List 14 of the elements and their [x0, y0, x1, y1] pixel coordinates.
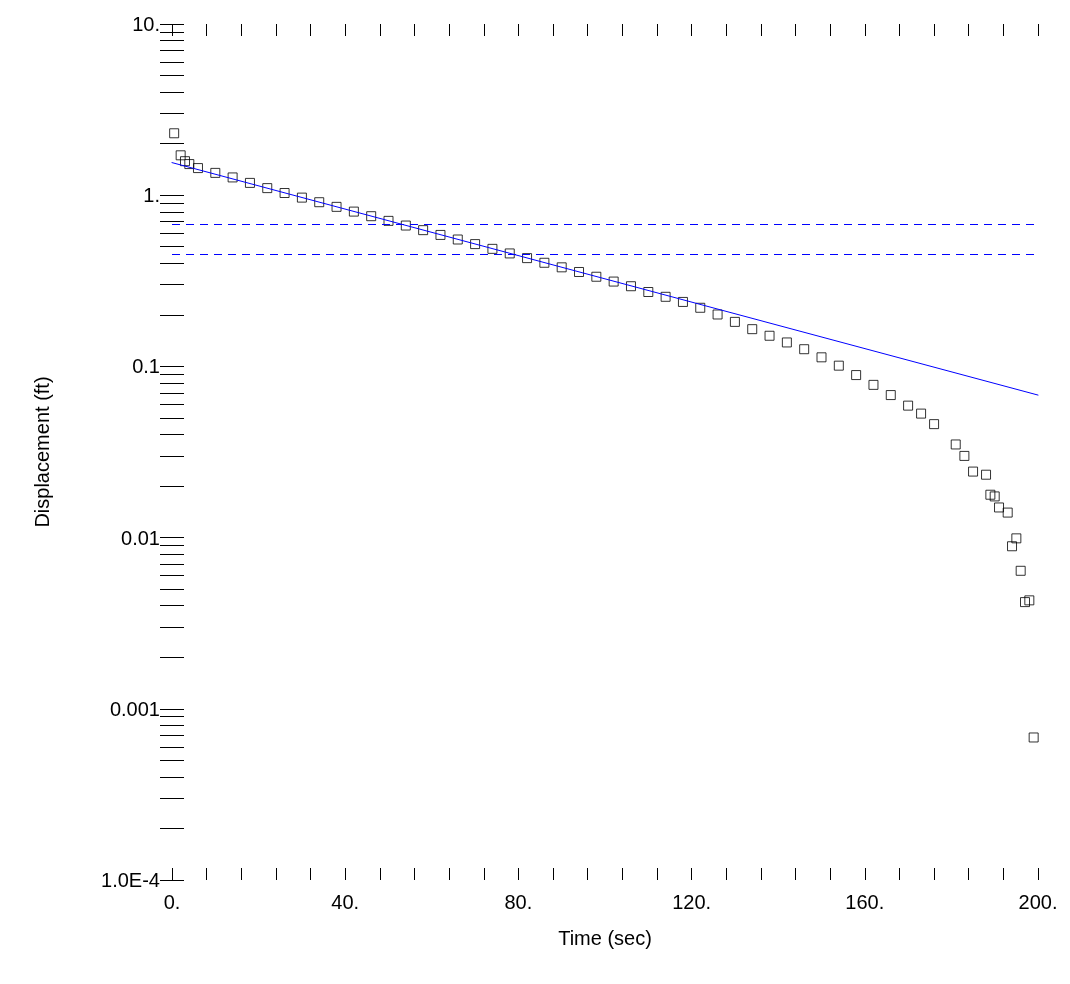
x-tick-label: 120.: [672, 891, 712, 913]
y-tick-label: 0.1: [132, 355, 160, 378]
y-tick-label: 1.0E-4: [101, 869, 160, 891]
x-tick-label: 160.: [845, 891, 885, 913]
x-axis-title: Time (sec): [558, 927, 652, 949]
x-tick-label: 80.: [504, 891, 533, 913]
x-tick-label: 40.: [331, 891, 360, 913]
y-tick-label: 0.01: [121, 526, 160, 549]
y-tick-label: 1.: [143, 184, 160, 207]
y-tick-label: 0.001: [109, 697, 160, 720]
y-axis-title: Displacement (ft): [31, 376, 53, 528]
x-tick-label: 200.: [1018, 891, 1058, 913]
x-tick-label: 0.: [163, 891, 181, 913]
y-tick-label: 10.: [132, 13, 160, 35]
